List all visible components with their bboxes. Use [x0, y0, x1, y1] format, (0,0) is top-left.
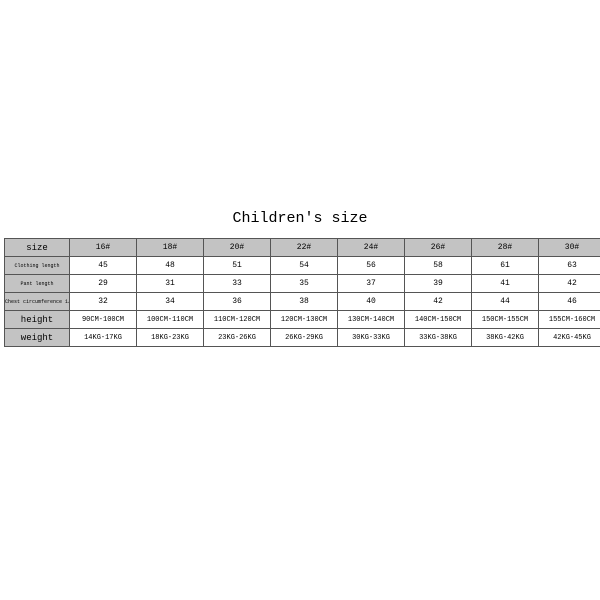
- cell: 23KG-26KG: [204, 329, 271, 347]
- cell: 56: [338, 257, 405, 275]
- cell: 58: [405, 257, 472, 275]
- size-chart-table: size 16# 18# 20# 22# 24# 26# 28# 30# Clo…: [4, 238, 600, 347]
- cell: 26KG-29KG: [271, 329, 338, 347]
- cell: 45: [70, 257, 137, 275]
- row-label-chest: Chest circumference 1/2: [5, 293, 70, 311]
- cell: 61: [472, 257, 539, 275]
- row-label-weight: weight: [5, 329, 70, 347]
- row-label-height: height: [5, 311, 70, 329]
- table-row: weight 14KG-17KG 18KG-23KG 23KG-26KG 26K…: [5, 329, 600, 347]
- table-row: Chest circumference 1/2 32 34 36 38 40 4…: [5, 293, 600, 311]
- cell: 39: [405, 275, 472, 293]
- col-header: 26#: [405, 239, 472, 257]
- cell: 40: [338, 293, 405, 311]
- cell: 150CM-155CM: [472, 311, 539, 329]
- cell: 33KG-38KG: [405, 329, 472, 347]
- cell: 42: [539, 275, 600, 293]
- cell: 110CM-120CM: [204, 311, 271, 329]
- col-header: 24#: [338, 239, 405, 257]
- row-label-clothing: Clothing length: [5, 257, 70, 275]
- page-title: Children's size: [0, 210, 600, 227]
- col-header: 28#: [472, 239, 539, 257]
- cell: 54: [271, 257, 338, 275]
- cell: 35: [271, 275, 338, 293]
- cell: 90CM-100CM: [70, 311, 137, 329]
- cell: 29: [70, 275, 137, 293]
- cell: 42: [405, 293, 472, 311]
- cell: 30KG-33KG: [338, 329, 405, 347]
- cell: 155CM-160CM: [539, 311, 600, 329]
- cell: 44: [472, 293, 539, 311]
- cell: 48: [137, 257, 204, 275]
- cell: 18KG-23KG: [137, 329, 204, 347]
- cell: 42KG-45KG: [539, 329, 600, 347]
- cell: 51: [204, 257, 271, 275]
- cell: 63: [539, 257, 600, 275]
- table-row: height 90CM-100CM 100CM-110CM 110CM-120C…: [5, 311, 600, 329]
- cell: 38KG-42KG: [472, 329, 539, 347]
- table-row-header: size 16# 18# 20# 22# 24# 26# 28# 30#: [5, 239, 600, 257]
- col-header: 22#: [271, 239, 338, 257]
- row-label-size: size: [5, 239, 70, 257]
- cell: 130CM-140CM: [338, 311, 405, 329]
- table-row: Pant length 29 31 33 35 37 39 41 42: [5, 275, 600, 293]
- cell: 38: [271, 293, 338, 311]
- cell: 34: [137, 293, 204, 311]
- col-header: 18#: [137, 239, 204, 257]
- cell: 100CM-110CM: [137, 311, 204, 329]
- cell: 33: [204, 275, 271, 293]
- cell: 140CM-150CM: [405, 311, 472, 329]
- cell: 31: [137, 275, 204, 293]
- table-row: Clothing length 45 48 51 54 56 58 61 63: [5, 257, 600, 275]
- col-header: 20#: [204, 239, 271, 257]
- cell: 37: [338, 275, 405, 293]
- col-header: 16#: [70, 239, 137, 257]
- cell: 32: [70, 293, 137, 311]
- cell: 41: [472, 275, 539, 293]
- row-label-pant: Pant length: [5, 275, 70, 293]
- cell: 46: [539, 293, 600, 311]
- cell: 36: [204, 293, 271, 311]
- cell: 14KG-17KG: [70, 329, 137, 347]
- cell: 120CM-130CM: [271, 311, 338, 329]
- col-header: 30#: [539, 239, 600, 257]
